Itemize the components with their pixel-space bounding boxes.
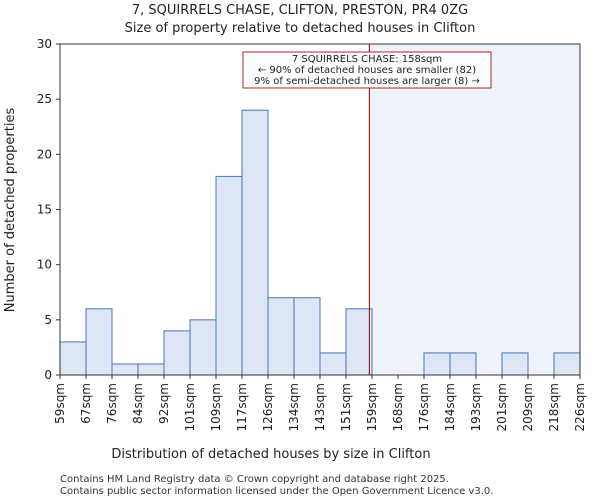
footer-line-2: Contains public sector information licen… xyxy=(60,486,493,497)
x-tick-label-209sqm: 209sqm xyxy=(521,383,535,431)
bar-76sqm xyxy=(111,363,139,376)
y-tick-label-20: 20 xyxy=(37,147,52,161)
bar-218sqm xyxy=(553,352,581,376)
x-tick-label-76sqm: 76sqm xyxy=(105,383,119,424)
x-tick-label-134sqm: 134sqm xyxy=(287,383,301,431)
x-tick-label-218sqm: 218sqm xyxy=(547,383,561,431)
x-tick-label-126sqm: 126sqm xyxy=(261,383,275,431)
y-tick-label-25: 25 xyxy=(37,92,52,106)
footer-line-1: Contains HM Land Registry data © Crown c… xyxy=(60,474,449,485)
annotation-line-1: 7 SQUIRRELS CHASE: 158sqm xyxy=(292,54,442,65)
bar-143sqm xyxy=(319,352,347,376)
chart-title: 7, SQUIRRELS CHASE, CLIFTON, PRESTON, PR… xyxy=(132,3,468,18)
bar-201sqm xyxy=(501,352,529,376)
bar-67sqm xyxy=(85,308,113,376)
x-tick-label-109sqm: 109sqm xyxy=(209,383,223,431)
y-axis-label: Number of detached properties xyxy=(3,108,18,313)
x-tick-label-226sqm: 226sqm xyxy=(573,383,587,431)
x-axis-label: Distribution of detached houses by size … xyxy=(111,447,430,462)
bar-109sqm xyxy=(215,175,243,376)
x-tick-label-84sqm: 84sqm xyxy=(131,383,145,424)
bar-117sqm xyxy=(241,109,269,376)
y-tick-label-5: 5 xyxy=(44,313,52,327)
annotation-box: 7 SQUIRRELS CHASE: 158sqm ← 90% of detac… xyxy=(242,51,492,89)
bar-126sqm xyxy=(267,297,295,376)
bar-101sqm xyxy=(189,319,217,376)
x-tick-label-168sqm: 168sqm xyxy=(391,383,405,431)
bar-184sqm xyxy=(449,352,477,376)
bar-59sqm xyxy=(59,341,87,376)
highlight-region xyxy=(369,44,580,375)
x-tick-label-59sqm: 59sqm xyxy=(53,383,67,424)
bar-92sqm xyxy=(163,330,191,376)
bar-134sqm xyxy=(293,297,321,376)
y-tick-label-30: 30 xyxy=(37,37,52,51)
y-tick-label-10: 10 xyxy=(37,258,52,272)
bar-176sqm xyxy=(423,352,451,376)
x-tick-label-201sqm: 201sqm xyxy=(495,383,509,431)
x-tick-label-176sqm: 176sqm xyxy=(417,383,431,431)
bar-151sqm xyxy=(345,308,373,376)
x-tick-label-67sqm: 67sqm xyxy=(79,383,93,424)
y-tick-label-0: 0 xyxy=(44,368,52,382)
annotation-line-2: ← 90% of detached houses are smaller (82… xyxy=(258,65,476,76)
x-tick-label-143sqm: 143sqm xyxy=(313,383,327,431)
x-tick-label-193sqm: 193sqm xyxy=(469,383,483,431)
x-tick-label-117sqm: 117sqm xyxy=(235,383,249,431)
annotation-line-3: 9% of semi-detached houses are larger (8… xyxy=(254,76,480,87)
x-tick-label-159sqm: 159sqm xyxy=(365,383,379,431)
x-tick-label-151sqm: 151sqm xyxy=(339,383,353,431)
x-tick-label-92sqm: 92sqm xyxy=(157,383,171,424)
annotation-frame xyxy=(242,51,492,89)
x-tick-label-184sqm: 184sqm xyxy=(443,383,457,431)
x-tick-label-101sqm: 101sqm xyxy=(183,383,197,431)
y-tick-label-15: 15 xyxy=(37,203,52,217)
chart-subtitle: Size of property relative to detached ho… xyxy=(125,21,476,36)
plot-area: 0 5 10 15 20 25 30 59sqm 67sqm 76sqm 84sqm 92sqm 101… xyxy=(37,37,587,431)
bar-84sqm xyxy=(137,363,165,376)
